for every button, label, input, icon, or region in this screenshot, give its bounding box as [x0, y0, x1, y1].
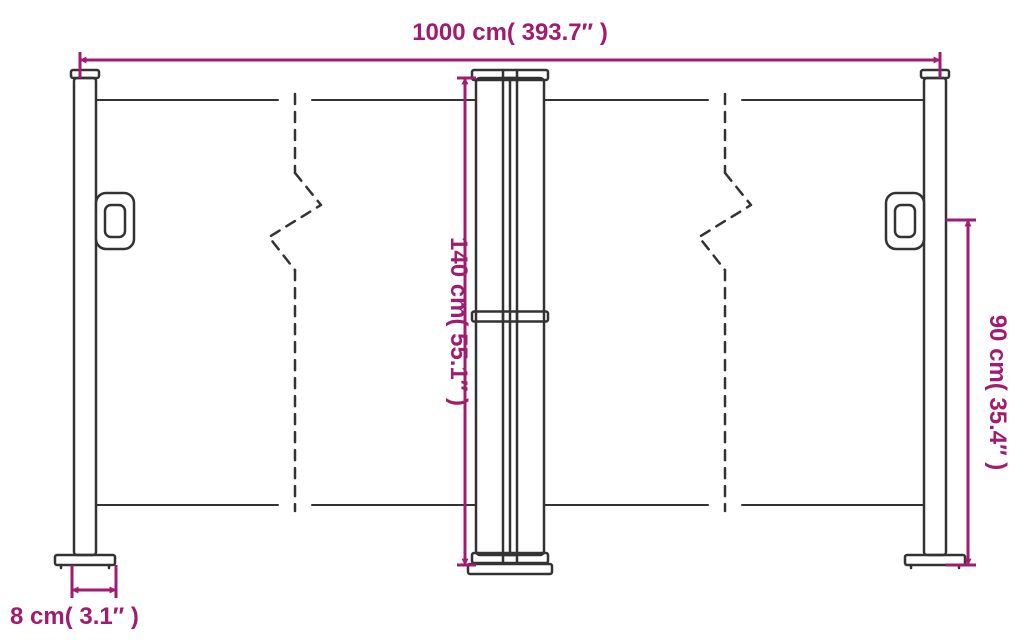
pull-handle [886, 193, 924, 249]
pull-handle [96, 193, 134, 249]
product-outline [55, 70, 965, 574]
dimension-diagram: 1000 cm( 393.7″ ) 140 cm( 55.1″ ) 90 cm( 3… [0, 0, 1020, 642]
width-label: 1000 cm( 393.7″ ) [412, 19, 608, 46]
height-label: 140 cm( 55.1″ ) [445, 237, 472, 406]
post-height-label: 90 cm( 35.4″ ) [984, 315, 1011, 471]
base-width-label: 8 cm( 3.1″ ) [10, 603, 139, 630]
